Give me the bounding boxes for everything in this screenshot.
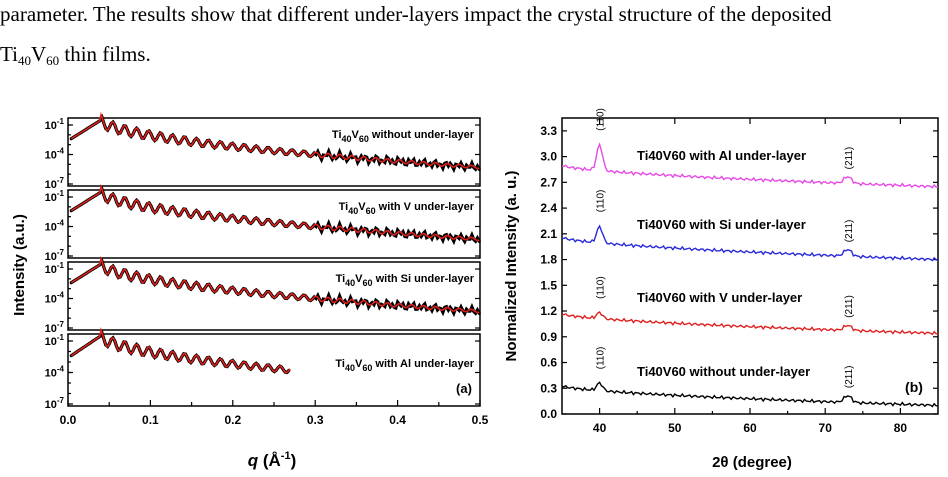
chart-panel-b: Normalized Intensity (a. u.) 0.0 0.3 0.6 0.… [503, 108, 939, 471]
body-text-line-2: Ti40V60 thin films. [0, 42, 151, 69]
xlabel-a: q (Å-1) [248, 450, 297, 470]
series-label: Ti40V60 with V under-layer [339, 201, 475, 216]
y-tick-label: 1.8 [540, 253, 557, 267]
x-tick-label: 0.5 [472, 413, 489, 427]
xrd-series-v [561, 311, 938, 336]
y-tick-label: 2.1 [540, 227, 557, 241]
peak-label-110: (110) [596, 190, 607, 213]
x-tick-label: 0.3 [307, 413, 324, 427]
series-label: Ti40V60 with Al under-layer [335, 358, 474, 373]
x-tick-label: 0.1 [142, 413, 159, 427]
y-tick-label: 1.2 [540, 304, 557, 318]
xlabel-b: 2θ (degree) [712, 454, 792, 471]
peak-label-211: (211) [844, 366, 855, 389]
y-tick-label: 2.4 [540, 201, 557, 215]
fit-line [70, 255, 480, 314]
x-tick-label: 50 [668, 421, 682, 435]
data-points [69, 257, 481, 318]
xrd-series-si [561, 224, 938, 262]
subplot-frame [67, 261, 481, 331]
peak-label-211: (211) [844, 147, 855, 170]
text-ti: Ti [0, 42, 18, 66]
series-label: Ti40V60 with Si under-layer [336, 273, 475, 288]
x-tick-label: 60 [743, 421, 757, 435]
data-points [69, 113, 481, 174]
xrd-series-label: Ti40V60 without under-layer [637, 364, 810, 379]
x-tick-label: 0.2 [224, 413, 241, 427]
y-tick-label: 10-4 [45, 291, 65, 306]
text-sub-40: 40 [17, 53, 31, 68]
body-text-line-1: parameter. The results show that differe… [0, 2, 832, 26]
ylabel-b: Normalized Intensity (a. u.) [503, 171, 520, 362]
y-tick-label: 2.7 [540, 175, 557, 189]
y-tick-label: 0.6 [540, 356, 557, 370]
xrd-series-al [561, 142, 938, 189]
x-tick-label: 0.4 [389, 413, 406, 427]
y-tick-label: 10-4 [45, 365, 65, 380]
subplot-frame [67, 117, 481, 187]
subplot-a-2: 10-1 10-4 10-7 Ti40V60 with V under-layer [45, 183, 481, 263]
x-tick-label: 40 [593, 421, 607, 435]
y-tick-label: 0.0 [540, 407, 557, 421]
text-v: V [30, 42, 47, 66]
y-tick-label: 10-7 [45, 320, 65, 335]
y-tick-label: 10-7 [45, 396, 65, 411]
peak-label-110: (110) [596, 108, 607, 131]
y-tick-label: 10-1 [45, 117, 65, 132]
fit-line [70, 111, 480, 170]
subplot-a-3: 10-1 10-4 10-7 Ti40V60 with Si under-layer [45, 255, 481, 335]
peak-label-211: (211) [844, 220, 855, 243]
subplot-frame [67, 189, 481, 259]
text-thin-films: thin films. [59, 42, 151, 66]
y-tick-label: 3.3 [540, 124, 557, 138]
panel-label-a: (a) [456, 381, 472, 396]
xrd-series-label: Ti40V60 with Al under-layer [637, 148, 806, 163]
xrd-series-label: Ti40V60 with V under-layer [637, 290, 802, 305]
xrd-series-label: Ti40V60 with Si under-layer [637, 217, 806, 232]
panel-label-b: (b) [905, 379, 923, 395]
y-tick-label: 10-1 [45, 261, 65, 276]
peak-label-211: (211) [844, 295, 855, 318]
x-tick-label: 0.0 [60, 413, 77, 427]
peak-label-110: (110) [596, 276, 607, 299]
y-tick-label: 10-1 [45, 333, 65, 348]
y-tick-label: 0.9 [540, 330, 557, 344]
x-tick-label: 70 [819, 421, 833, 435]
y-tick-label: 10-4 [45, 147, 65, 162]
fit-line [70, 183, 480, 242]
y-tick-label: 10-4 [45, 219, 65, 234]
y-tick-label: 0.3 [540, 381, 557, 395]
x-tick-label: 80 [894, 421, 908, 435]
y-tick-label: 10-7 [45, 176, 65, 191]
xrd-series-none [561, 381, 938, 408]
subplot-a-1: 10-1 10-4 10-7 Ti40V60 without under-layer [45, 111, 481, 191]
y-tick-label: 10-7 [45, 248, 65, 263]
subplot-a-4: 10-1 10-4 10-7 Ti40V60 with Al under-layer [45, 327, 481, 411]
y-tick-label: 1.5 [540, 278, 557, 292]
peak-label-110: (110) [596, 347, 607, 370]
fit-line [70, 327, 291, 374]
svg-text:Intensity (a.u.): Intensity (a.u.) [11, 214, 28, 316]
y-tick-label: 3.0 [540, 150, 557, 164]
series-label: Ti40V60 without under-layer [332, 129, 475, 144]
chart-panel-a: Intensity (a.u.) 10-1 10-4 10-7 Ti40V60 wit… [11, 111, 489, 470]
data-points [69, 185, 481, 246]
y-tick-label: 10-1 [45, 189, 65, 204]
text-sub-60: 60 [46, 53, 60, 68]
ylabel-a: Intensity (a.u.) [11, 214, 28, 316]
